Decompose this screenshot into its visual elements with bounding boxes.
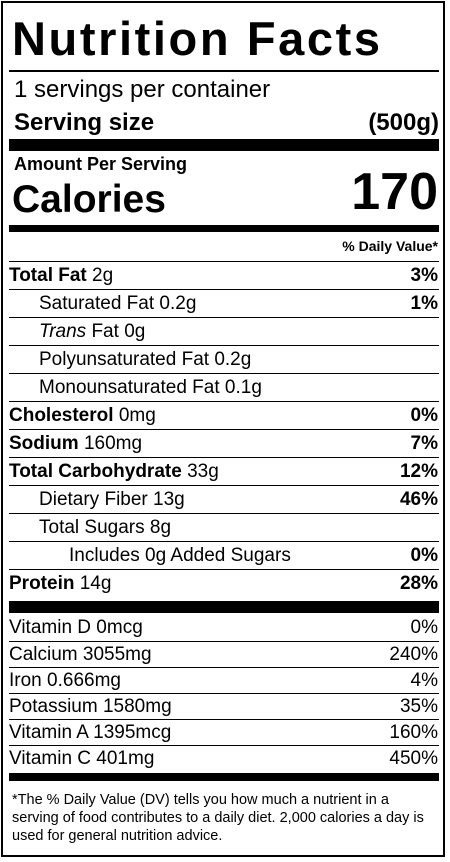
nutrient-row-sodium: Sodium 160mg 7% (9, 429, 439, 457)
nutrient-name: Sodium 160mg (9, 432, 143, 454)
nutrient-name: Polyunsaturated Fat 0.2g (39, 348, 252, 370)
vitamin-name: Calcium 3055mg (9, 643, 152, 665)
nutrient-name: Total Sugars 8g (39, 516, 172, 538)
calories-label: Calories (12, 178, 166, 221)
vitamin-dv: 160% (389, 721, 438, 743)
vitamin-dv: 450% (389, 747, 438, 769)
nutrient-row-total-carbohydrate: Total Carbohydrate 33g 12% (9, 457, 439, 485)
vitamin-dv: 4% (410, 669, 438, 691)
vitamin-row-potassium: Potassium 1580mg 35% (9, 693, 439, 719)
nutrient-row-polyunsaturated-fat: Polyunsaturated Fat 0.2g (9, 345, 439, 373)
vitamin-row-iron: Iron 0.666mg 4% (9, 667, 439, 693)
nutrient-row-saturated-fat: Saturated Fat 0.2g 1% (9, 289, 439, 317)
divider-thick (9, 601, 439, 613)
vitamin-dv: 0% (410, 617, 438, 638)
serving-size-value: (500g) (368, 109, 439, 136)
serving-size-label: Serving size (14, 109, 155, 136)
vitamin-dv: 35% (399, 695, 438, 717)
nutrient-name: Includes 0g Added Sugars (69, 544, 291, 566)
nutrient-row-added-sugars: Includes 0g Added Sugars 0% (9, 541, 439, 569)
nutrient-row-monounsaturated-fat: Monounsaturated Fat 0.1g (9, 373, 439, 401)
vitamin-row-vitamin-c: Vitamin C 401mg 450% (9, 745, 439, 771)
nutrient-name: Protein 14g (9, 572, 112, 594)
divider-medium (9, 225, 439, 232)
nutrient-row-dietary-fiber: Dietary Fiber 13g 46% (9, 485, 439, 513)
calories-value: 170 (351, 163, 438, 221)
vitamin-row-calcium: Calcium 3055mg 240% (9, 641, 439, 667)
nutrient-name: Dietary Fiber 13g (39, 488, 185, 510)
label-title: Nutrition Facts (12, 12, 383, 65)
nutrition-label: Nutrition Facts 1 servings per container… (1, 1, 445, 857)
vitamin-name: Vitamin A 1395mcg (9, 721, 172, 743)
vitamin-name: Iron 0.666mg (9, 669, 121, 691)
nutrient-row-total-sugars: Total Sugars 8g (9, 513, 439, 541)
nutrient-row-cholesterol: Cholesterol 0mg 0% (9, 401, 439, 429)
vitamin-name: Vitamin C 401mg (9, 747, 155, 769)
nutrient-row-trans-fat: Trans Fat 0g (9, 317, 439, 345)
nutrient-dv: 46% (399, 488, 438, 510)
nutrient-dv: 0% (410, 404, 438, 426)
servings-per-container: 1 servings per container (14, 76, 271, 103)
nutrient-name: Saturated Fat 0.2g (39, 292, 197, 314)
divider-thin (9, 70, 439, 72)
vitamin-dv: 240% (389, 643, 438, 665)
daily-value-header: % Daily Value* (342, 238, 438, 254)
divider-medium (9, 773, 439, 781)
vitamin-row-vitamin-a: Vitamin A 1395mcg 160% (9, 719, 439, 745)
footnote: *The % Daily Value (DV) tells you how mu… (12, 792, 424, 844)
nutrient-name: Cholesterol 0mg (9, 404, 156, 426)
nutrient-name: Total Carbohydrate 33g (9, 460, 219, 482)
nutrient-name: Trans Fat 0g (39, 320, 146, 342)
nutrient-dv: 7% (410, 432, 438, 454)
nutrient-row-total-fat: Total Fat 2g 3% (9, 261, 439, 289)
nutrient-name: Monounsaturated Fat 0.1g (39, 376, 262, 398)
nutrient-dv: 1% (410, 292, 438, 314)
nutrient-row-protein: Protein 14g 28% (9, 569, 439, 597)
nutrient-name: Total Fat 2g (9, 264, 114, 286)
nutrient-dv: 3% (410, 264, 438, 286)
amount-per-serving: Amount Per Serving (14, 154, 188, 174)
nutrient-dv: 0% (410, 544, 438, 566)
nutrient-dv: 12% (399, 460, 438, 482)
vitamin-name: Vitamin D 0mcg (9, 617, 143, 638)
vitamin-row-vitamin-d: Vitamin D 0mcg 0% (9, 615, 439, 641)
vitamin-name: Potassium 1580mg (9, 695, 172, 717)
nutrient-dv: 28% (399, 572, 438, 594)
divider-thick (9, 139, 439, 151)
